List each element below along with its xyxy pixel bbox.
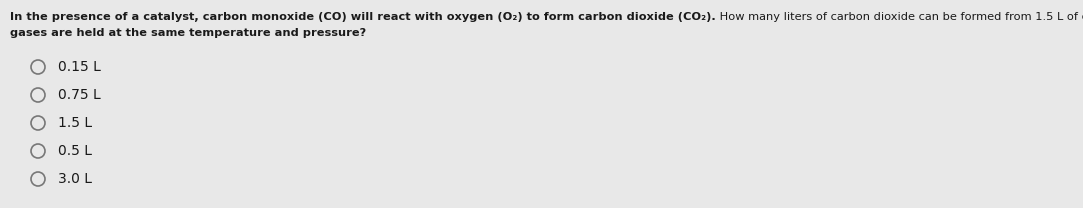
Text: 0.75 L: 0.75 L: [58, 88, 101, 102]
Text: 0.5 L: 0.5 L: [58, 144, 92, 158]
Text: How many liters of carbon dioxide can be formed from 1.5 L of carbon monoxide (w: How many liters of carbon dioxide can be…: [716, 12, 1083, 22]
Text: 3.0 L: 3.0 L: [58, 172, 92, 186]
Text: In the presence of a catalyst, carbon monoxide (CO) will react with oxygen (O₂) : In the presence of a catalyst, carbon mo…: [10, 12, 716, 22]
Text: 0.15 L: 0.15 L: [58, 60, 101, 74]
Text: gases are held at the same temperature and pressure?: gases are held at the same temperature a…: [10, 28, 366, 38]
Text: 1.5 L: 1.5 L: [58, 116, 92, 130]
